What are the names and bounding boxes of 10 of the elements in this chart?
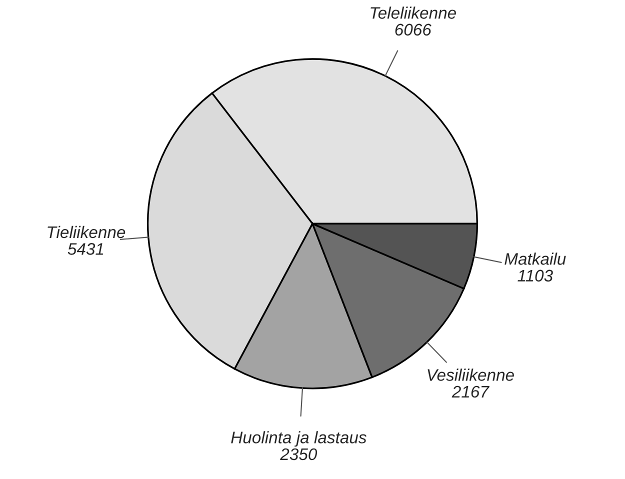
data-label: 6066 xyxy=(395,24,432,36)
slice-label: Huolinta ja lastaus xyxy=(231,431,366,447)
slice-label: Teleliikenne xyxy=(370,6,456,19)
data-label: 2350 xyxy=(280,448,318,460)
data-label: 2167 xyxy=(452,386,490,398)
slice-label: Tieliikenne xyxy=(48,226,126,238)
data-label: 1103 xyxy=(518,270,553,282)
slice-label: Vesiliikenne xyxy=(428,368,514,381)
slice-label: Matkailu xyxy=(504,252,566,265)
data-label: 5431 xyxy=(68,243,104,255)
